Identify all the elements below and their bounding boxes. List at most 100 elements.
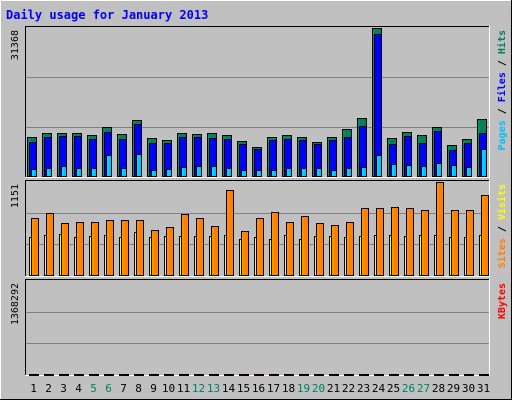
bar-hits-day-31: [481, 149, 487, 177]
bar-hits-day-6-fill: [106, 155, 112, 177]
bar-hits-day-29: [451, 165, 457, 177]
x-tick-label: 17: [267, 382, 280, 395]
bar-kbytes-day-8: [134, 374, 144, 376]
bar-sites-day-8: [136, 220, 144, 276]
bar-sites-day-28: [436, 182, 444, 276]
bar-kbytes-day-3-fill: [59, 374, 69, 376]
bar-sites-day-1: [31, 218, 39, 276]
bar-kbytes-day-30: [464, 374, 474, 376]
bar-sites-day-15: [241, 231, 249, 276]
bar-sites-day-10: [166, 227, 174, 276]
bar-kbytes-day-29: [449, 374, 459, 376]
bar-sites-day-7-fill: [121, 220, 129, 276]
bar-kbytes-day-14-fill: [224, 374, 234, 376]
bar-hits-day-12: [196, 166, 202, 177]
bar-kbytes-day-2: [44, 374, 54, 376]
x-tick-label: 11: [177, 382, 190, 395]
bar-sites-day-3: [61, 223, 69, 276]
x-tick-label: 1: [30, 382, 37, 395]
bar-sites-day-24: [376, 208, 384, 276]
bar-hits-day-15-fill: [241, 170, 247, 177]
bar-kbytes-day-10: [164, 374, 174, 376]
bar-kbytes-day-10-fill: [164, 374, 174, 376]
bar-kbytes-day-20-fill: [314, 374, 324, 376]
bar-hits-day-22-fill: [346, 168, 352, 177]
bar-kbytes-day-24-fill: [374, 374, 384, 376]
x-tick-label: 4: [75, 382, 82, 395]
bar-kbytes-day-21: [329, 374, 339, 376]
bar-sites-day-23: [361, 208, 369, 276]
bar-hits-day-28-fill: [436, 163, 442, 177]
bar-sites-day-22-fill: [346, 222, 354, 276]
bar-sites-day-10-fill: [166, 227, 174, 276]
bar-hits-day-30: [466, 167, 472, 177]
bar-kbytes-day-6-fill: [104, 374, 114, 376]
chart-title: Daily usage for January 2013: [6, 8, 208, 22]
bar-sites-day-22: [346, 222, 354, 276]
ylabel-part: Visits: [496, 184, 508, 220]
bar-sites-day-13-fill: [211, 226, 219, 276]
bar-kbytes-day-13-fill: [209, 374, 219, 376]
bar-kbytes-day-25: [389, 374, 399, 376]
bar-hits-day-24: [376, 155, 382, 177]
panel-kbytes: 1368292 KBytes: [10, 279, 508, 376]
bar-sites-day-2: [46, 213, 54, 276]
bar-sites-day-5: [91, 222, 99, 276]
bar-kbytes-day-17: [269, 374, 279, 376]
bar-kbytes-day-28: [434, 374, 444, 376]
bar-hits-day-8-fill: [136, 154, 142, 177]
x-tick-label: 7: [120, 382, 127, 395]
bar-hits-day-3: [61, 166, 67, 177]
bar-sites-day-31-fill: [481, 195, 489, 276]
bar-kbytes-day-18-fill: [284, 374, 294, 376]
bar-sites-day-25: [391, 207, 399, 276]
bar-sites-day-29-fill: [451, 210, 459, 276]
x-tick-label: 31: [477, 382, 490, 395]
bar-kbytes-day-15-fill: [239, 374, 249, 376]
bar-hits-day-29-fill: [451, 165, 457, 177]
bar-hits-day-4: [76, 168, 82, 177]
bar-hits-day-2-fill: [46, 168, 52, 177]
ylabel-part: Sites: [496, 238, 508, 268]
bar-kbytes-day-23: [359, 374, 369, 376]
bar-hits-day-16: [256, 170, 262, 177]
bar-hits-day-10-fill: [166, 169, 172, 177]
panel-hits-files-pages-ylabel: Pages / Files / Hits: [496, 30, 508, 150]
bar-kbytes-day-30-fill: [464, 374, 474, 376]
bar-kbytes-day-8-fill: [134, 374, 144, 376]
bar-sites-day-16-fill: [256, 218, 264, 276]
bar-hits-day-30-fill: [466, 167, 472, 177]
bar-sites-day-30-fill: [466, 210, 474, 276]
bar-kbytes-day-6: [104, 374, 114, 376]
ylabel-part: KBytes: [497, 283, 508, 319]
x-tick-label: 9: [150, 382, 157, 395]
panel-visits-sites-max-label: 1151: [10, 184, 21, 208]
bar-kbytes-day-5-fill: [89, 374, 99, 376]
bar-hits-day-24-fill: [376, 155, 382, 177]
bar-hits-day-17: [271, 170, 277, 177]
x-tick-label: 13: [207, 382, 220, 395]
bar-hits-day-5: [91, 168, 97, 177]
bar-hits-day-8: [136, 154, 142, 177]
bar-hits-day-7: [121, 168, 127, 177]
bar-kbytes-day-25-fill: [389, 374, 399, 376]
bar-sites-day-17-fill: [271, 212, 279, 276]
bar-sites-day-9: [151, 230, 159, 276]
bar-hits-day-18: [286, 168, 292, 177]
panel-hits-files-pages: 31368 Pages / Files / Hits: [10, 26, 508, 178]
x-tick-label: 2: [45, 382, 52, 395]
bar-hits-day-26: [406, 165, 412, 177]
bar-sites-day-26: [406, 208, 414, 276]
bar-sites-day-5-fill: [91, 222, 99, 276]
bar-sites-day-14-fill: [226, 190, 234, 276]
bar-kbytes-day-1-fill: [29, 374, 39, 376]
bar-hits-day-21-fill: [331, 170, 337, 177]
x-tick-label: 21: [327, 382, 340, 395]
bar-kbytes-day-9: [149, 374, 159, 376]
x-tick-label: 6: [105, 382, 112, 395]
bar-sites-day-13: [211, 226, 219, 276]
bar-kbytes-day-29-fill: [449, 374, 459, 376]
x-tick-label: 18: [282, 382, 295, 395]
bar-hits-day-3-fill: [61, 166, 67, 177]
